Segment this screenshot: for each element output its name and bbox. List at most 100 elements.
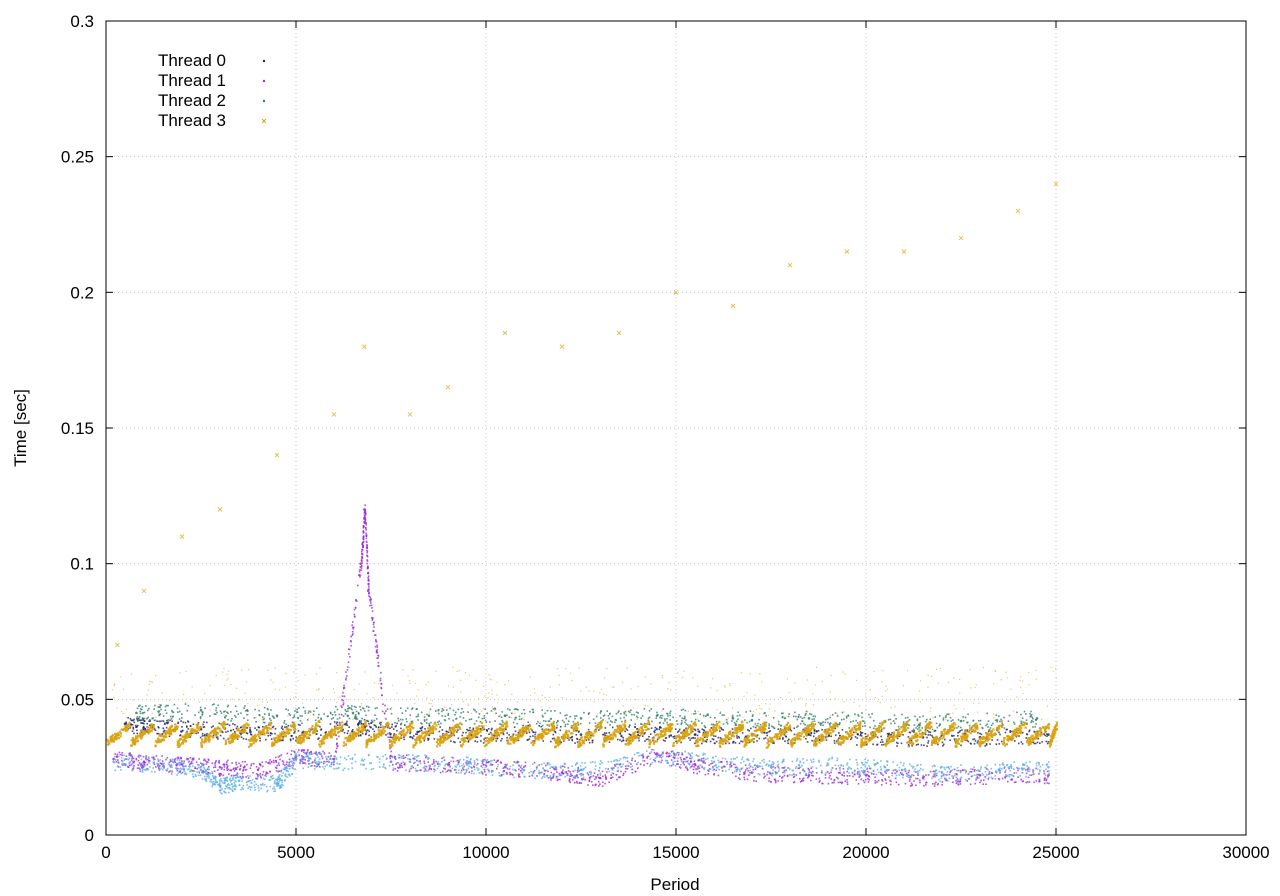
data-point — [420, 723, 423, 725]
data-point — [364, 514, 367, 517]
data-point — [859, 775, 861, 777]
data-point — [1008, 714, 1011, 717]
data-point — [176, 759, 179, 761]
data-point — [151, 717, 154, 720]
data-point — [673, 752, 675, 754]
data-point — [836, 759, 839, 762]
data-point — [301, 760, 303, 763]
data-point — [208, 777, 210, 779]
data-point — [460, 712, 462, 714]
data-point — [552, 776, 554, 779]
data-point — [821, 728, 823, 731]
data-point — [347, 730, 350, 732]
data-point — [343, 757, 346, 759]
data-point — [482, 760, 485, 762]
data-point — [136, 718, 139, 721]
data-point — [801, 780, 803, 782]
data-point — [766, 773, 768, 776]
data-point — [343, 767, 346, 770]
data-point — [635, 715, 638, 718]
data-point — [532, 772, 535, 774]
data-point — [168, 771, 170, 773]
data-point — [566, 772, 569, 775]
data-point — [752, 766, 754, 769]
data-point — [441, 760, 443, 763]
data-point — [224, 781, 226, 784]
data-point — [974, 740, 977, 742]
data-point — [792, 715, 795, 718]
data-point — [570, 775, 573, 777]
data-point — [474, 709, 476, 712]
data-point — [320, 734, 322, 736]
data-point — [342, 715, 345, 717]
data-point — [617, 710, 620, 712]
data-point — [700, 758, 703, 760]
data-point — [819, 764, 822, 767]
data-point — [552, 722, 555, 725]
data-point — [250, 764, 252, 767]
data-point — [680, 723, 683, 725]
data-point — [163, 762, 165, 765]
data-point — [574, 715, 576, 717]
data-point — [578, 730, 580, 733]
data-point — [130, 723, 132, 726]
data-point — [436, 721, 439, 724]
data-point — [794, 711, 796, 714]
data-point — [935, 781, 937, 784]
data-point — [368, 586, 370, 588]
data-point — [191, 732, 193, 734]
data-point — [115, 642, 120, 648]
data-point — [139, 708, 142, 710]
data-point — [222, 774, 225, 777]
data-point — [145, 758, 147, 760]
data-point — [697, 759, 700, 762]
data-point — [411, 720, 414, 723]
data-point — [289, 760, 291, 763]
data-point — [202, 769, 204, 772]
data-point — [366, 551, 368, 554]
data-point — [1017, 769, 1019, 772]
data-point — [820, 722, 823, 725]
data-point — [853, 770, 856, 772]
data-point — [864, 758, 867, 761]
data-point — [180, 720, 182, 722]
data-point — [964, 716, 967, 719]
data-point — [571, 735, 574, 738]
data-point — [698, 730, 701, 733]
data-point — [640, 754, 642, 757]
data-point — [887, 735, 889, 738]
data-point — [177, 711, 179, 713]
data-point — [272, 716, 275, 718]
data-point — [246, 709, 248, 712]
data-point — [475, 720, 478, 722]
data-point — [919, 716, 921, 718]
data-point — [881, 728, 883, 730]
data-point — [384, 726, 387, 728]
data-point — [861, 725, 864, 728]
data-point — [799, 722, 802, 725]
data-point — [712, 760, 716, 764]
data-point — [543, 773, 546, 775]
data-point — [1032, 741, 1034, 743]
data-point — [895, 729, 897, 731]
data-point — [423, 716, 426, 718]
data-point — [831, 767, 834, 769]
data-point — [275, 756, 277, 759]
data-point — [946, 719, 949, 722]
data-point — [438, 763, 440, 765]
data-point — [366, 555, 369, 558]
data-point — [467, 729, 469, 732]
data-point — [125, 763, 127, 766]
data-point — [131, 757, 133, 759]
data-point — [987, 776, 990, 779]
data-point — [791, 769, 794, 772]
data-point — [518, 768, 520, 771]
data-point — [170, 764, 173, 766]
data-point — [584, 766, 587, 768]
data-point — [391, 736, 394, 739]
data-point — [342, 702, 345, 704]
data-point — [768, 723, 770, 725]
data-point — [756, 740, 758, 742]
data-point — [908, 724, 910, 727]
data-point — [236, 772, 239, 775]
